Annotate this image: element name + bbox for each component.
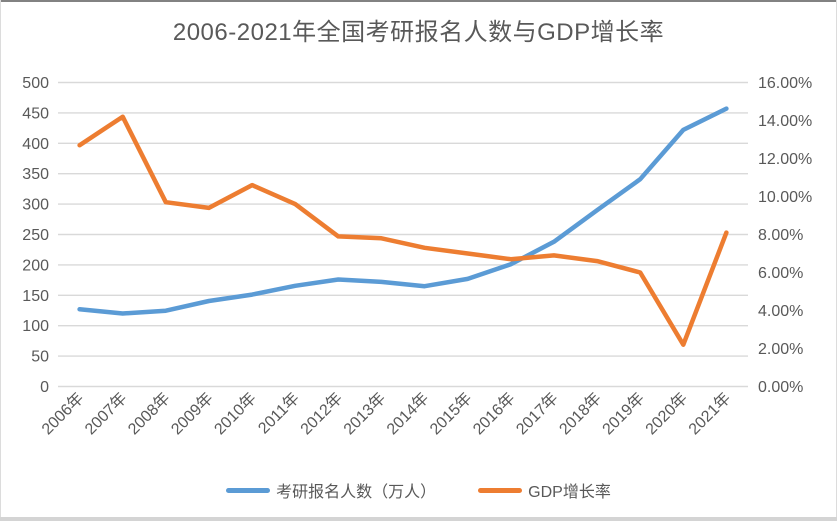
left-axis-tick-label: 250	[22, 227, 49, 244]
left-axis-tick-label: 0	[40, 379, 49, 396]
left-axis-tick-label: 200	[22, 257, 49, 274]
x-axis-tick-label: 2016年	[469, 389, 518, 438]
series-line-applicants[interactable]	[77, 106, 729, 316]
legend-label-applicants: 考研报名人数（万人）	[276, 484, 437, 501]
x-axis-tick-label: 2020年	[642, 389, 691, 438]
legend: 考研报名人数（万人） GDP增长率	[0, 476, 837, 504]
right-axis-tick-label: 2.00%	[758, 341, 803, 358]
x-axis-tick-label: 2013年	[340, 389, 389, 438]
right-axis-tick-label: 10.00%	[758, 189, 812, 206]
right-axis-tick-label: 0.00%	[758, 379, 803, 396]
right-axis-tick-label: 12.00%	[758, 151, 812, 168]
legend-item-applicants[interactable]: 考研报名人数（万人）	[226, 478, 436, 502]
x-axis-tick-label: 2007年	[81, 389, 130, 438]
x-axis-tick-label: 2012年	[297, 389, 346, 438]
left-axis-tick-label: 50	[31, 349, 49, 366]
x-axis-tick-label: 2019年	[599, 389, 648, 438]
right-axis-tick-label: 14.00%	[758, 113, 812, 130]
right-axis-tick-label: 8.00%	[758, 227, 803, 244]
x-axis-tick-label: 2014年	[383, 389, 432, 438]
left-axis-tick-label: 100	[22, 318, 49, 335]
left-axis-tick-label: 450	[22, 105, 49, 122]
x-axis-tick-label: 2021年	[685, 389, 734, 438]
right-axis-tick-label: 16.00%	[758, 75, 812, 92]
window-border-top	[0, 0, 837, 2]
right-axis-tick-label: 4.00%	[758, 303, 803, 320]
right-axis-tick-label: 6.00%	[758, 265, 803, 282]
legend-item-gdp[interactable]: GDP增长率	[478, 478, 611, 502]
legend-swatch-gdp	[478, 487, 523, 493]
series-line-gdp[interactable]	[77, 114, 729, 347]
x-axis-tick-label: 2018年	[556, 389, 605, 438]
chart-title: 2006-2021年全国考研报名人数与GDP增长率	[172, 19, 665, 46]
window-border-left	[0, 0, 1, 521]
x-axis-tick-label: 2010年	[211, 389, 260, 438]
x-axis-tick-label: 2006年	[38, 389, 87, 438]
left-axis-tick-label: 500	[22, 75, 49, 92]
legend-swatch-applicants	[226, 487, 271, 493]
x-axis-tick-label: 2009年	[168, 389, 217, 438]
window-border-bottom	[0, 517, 837, 521]
legend-label-gdp: GDP增长率	[528, 484, 611, 501]
x-axis-tick-label: 2008年	[124, 389, 173, 438]
x-axis-tick-label: 2015年	[426, 389, 475, 438]
left-axis-tick-label: 300	[22, 197, 49, 214]
left-axis-tick-label: 150	[22, 288, 49, 305]
x-axis-tick-label: 2017年	[513, 389, 562, 438]
x-axis-tick-label: 2011年	[255, 389, 303, 437]
left-axis-tick-label: 350	[22, 166, 49, 183]
left-axis-tick-label: 400	[22, 136, 49, 153]
